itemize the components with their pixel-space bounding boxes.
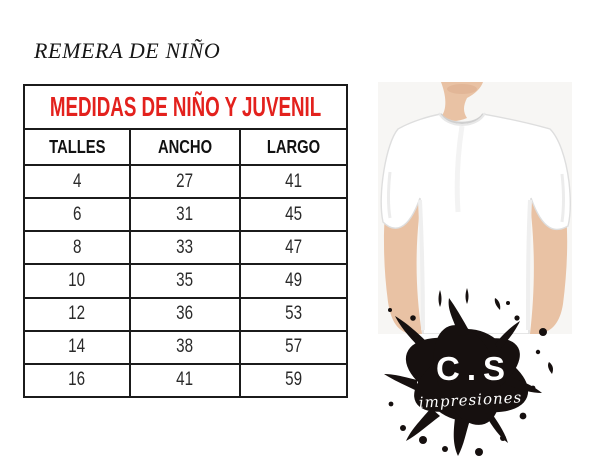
cell-ancho: 31 [131, 199, 241, 231]
column-header-talles: TALLES [25, 130, 131, 164]
cell-talle: 4 [25, 166, 131, 198]
page-title: REMERA DE NIÑO [34, 38, 221, 63]
logo-brand-text: C.S [435, 350, 512, 387]
cell-talle: 14 [25, 331, 131, 363]
ink-splat-icon [384, 288, 553, 456]
table-row: 16 41 59 [25, 364, 346, 396]
cell-largo: 41 [285, 170, 302, 192]
cell-ancho: 33 [131, 232, 241, 264]
cell-talle: 12 [25, 298, 131, 330]
logo-ink-splat [383, 288, 558, 460]
cell-ancho: 36 [131, 298, 241, 330]
size-table-header-row: TALLES ANCHO LARGO [25, 130, 346, 166]
cell-largo: 47 [285, 236, 302, 258]
table-row: 8 33 47 [25, 232, 346, 266]
cell-ancho: 41 [131, 364, 241, 396]
size-table: MEDIDAS DE NIÑO Y JUVENIL TALLES ANCHO L… [23, 84, 348, 398]
size-table-title-bar: MEDIDAS DE NIÑO Y JUVENIL [25, 86, 346, 130]
boy-tshirt-illustration [378, 82, 572, 334]
cell-largo: 57 [285, 336, 302, 358]
table-row: 10 35 49 [25, 265, 346, 299]
cell-talle: 6 [25, 199, 131, 231]
table-row: 12 36 53 [25, 298, 346, 332]
size-table-title: MEDIDAS DE NIÑO Y JUVENIL [49, 91, 322, 122]
table-row: 14 38 57 [25, 331, 346, 365]
table-row: 6 31 45 [25, 199, 346, 233]
boy-tshirt-photo [378, 82, 572, 334]
cell-largo: 59 [285, 369, 302, 391]
cell-ancho: 27 [131, 166, 241, 198]
cell-ancho: 35 [131, 265, 241, 297]
cell-talle: 16 [25, 364, 131, 396]
cell-largo: 49 [285, 269, 302, 291]
cell-ancho: 38 [131, 331, 241, 363]
column-header-largo: LARGO [266, 136, 321, 157]
column-header-ancho: ANCHO [131, 130, 241, 164]
cell-largo: 53 [285, 303, 302, 325]
table-row: 4 27 41 [25, 166, 346, 200]
cell-talle: 8 [25, 232, 131, 264]
cell-talle: 10 [25, 265, 131, 297]
cell-largo: 45 [285, 203, 302, 225]
